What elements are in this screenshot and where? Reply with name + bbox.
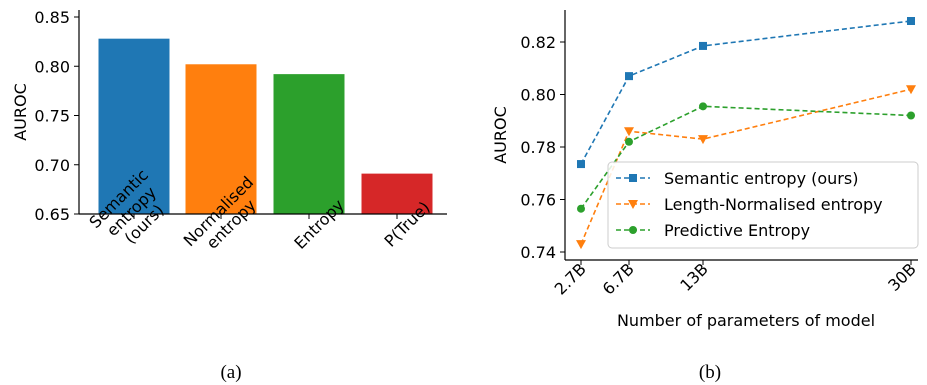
x-tick-label: 6.7B xyxy=(599,259,638,298)
data-point xyxy=(625,138,633,146)
legend: Semantic entropy (ours) Length-Normalised… xyxy=(608,162,918,248)
bar-chart-panel: 0.650.700.750.800.85 Semanticentropy(our… xyxy=(11,8,447,383)
data-point xyxy=(907,17,915,25)
y-tick-label: 0.85 xyxy=(34,8,70,27)
data-point xyxy=(629,174,637,182)
y-tick-label: 0.74 xyxy=(520,243,556,262)
y-axis-label: AUROC xyxy=(11,83,30,141)
y-tick-label: 0.75 xyxy=(34,107,70,126)
data-point xyxy=(624,127,634,136)
y-tick-label: 0.80 xyxy=(520,86,556,105)
x-axis-label: Number of parameters of model xyxy=(617,311,875,330)
line-chart-panel: 0.74 0.76 0.78 0.80 0.82 2.7B 6.7B 13B 30B AURO… xyxy=(491,10,920,383)
data-point xyxy=(576,240,586,249)
data-point xyxy=(577,205,585,213)
data-point xyxy=(577,160,585,168)
data-point xyxy=(907,112,915,120)
data-point xyxy=(699,102,707,110)
bar xyxy=(274,74,345,214)
y-tick-label: 0.78 xyxy=(520,138,556,157)
data-point xyxy=(625,72,633,80)
legend-label: Semantic entropy (ours) xyxy=(664,169,858,188)
x-tick-label: 2.7B xyxy=(551,259,590,298)
data-point xyxy=(698,135,708,144)
y-tick-label: 0.76 xyxy=(520,191,556,210)
y-tick-label: 0.70 xyxy=(34,156,70,175)
y-tick-label: 0.65 xyxy=(34,205,70,224)
data-point xyxy=(629,226,637,234)
figure-caption: (a) xyxy=(220,362,241,383)
legend-label: Length-Normalised entropy xyxy=(664,195,883,214)
figure-caption: (b) xyxy=(699,362,721,383)
data-point xyxy=(699,42,707,50)
x-tick-label: 30B xyxy=(884,259,920,295)
y-tick-label: 0.82 xyxy=(520,33,556,52)
data-point xyxy=(906,85,916,94)
y-tick-label: 0.80 xyxy=(34,57,70,76)
y-axis-label: AUROC xyxy=(491,106,510,164)
x-tick-label: 13B xyxy=(676,259,712,295)
legend-label: Predictive Entropy xyxy=(664,221,810,240)
